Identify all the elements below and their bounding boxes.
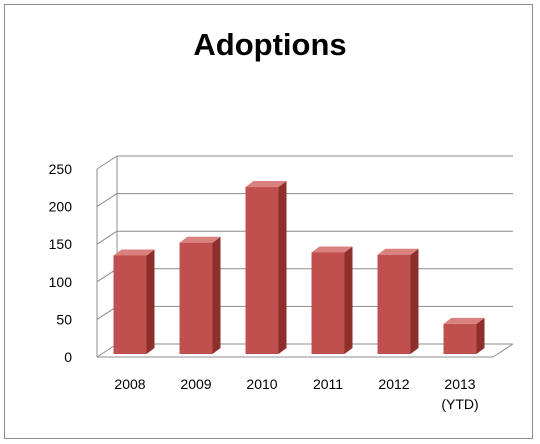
bar-front xyxy=(179,242,213,354)
x-tick-label: (YTD) xyxy=(441,396,478,412)
bar-side xyxy=(410,248,419,354)
x-tick-label: 2009 xyxy=(180,376,211,392)
x-axis-ticks: 2008 2009 2010 2011 2012 2013 (YTD) xyxy=(114,376,478,412)
chart-title: Adoptions xyxy=(193,27,347,62)
y-tick-label: 250 xyxy=(49,161,73,177)
bar-front xyxy=(311,252,345,354)
bar-top xyxy=(245,181,287,188)
bar-side xyxy=(212,236,221,354)
bar-side xyxy=(278,181,287,354)
gridline-wall-4 xyxy=(96,193,118,208)
bar-front xyxy=(443,323,477,354)
y-tick-label: 50 xyxy=(56,311,72,327)
bar-side xyxy=(146,249,155,354)
x-tick-label: 2011 xyxy=(313,376,343,392)
bar-top xyxy=(311,246,353,253)
bar-side xyxy=(476,317,485,354)
bar-1 xyxy=(179,236,221,354)
bar-top xyxy=(179,236,221,243)
y-tick-label: 100 xyxy=(49,274,73,290)
floor-right-edge xyxy=(492,343,514,358)
y-axis-ticks: 0 50 100 150 200 250 xyxy=(49,161,73,365)
gridline-wall-5 xyxy=(96,155,118,170)
bar-front xyxy=(245,187,279,354)
bar-top xyxy=(443,317,485,324)
bar-4 xyxy=(377,248,419,354)
bars xyxy=(113,181,485,354)
bar-top xyxy=(113,249,155,256)
x-tick-label: 2013 xyxy=(444,376,475,392)
bar-top xyxy=(377,248,419,255)
x-tick-label: 2012 xyxy=(378,376,409,392)
y-tick-label: 150 xyxy=(49,236,73,252)
gridline-wall-3 xyxy=(96,230,118,245)
x-tick-label: 2010 xyxy=(246,376,277,392)
bar-front xyxy=(113,255,147,354)
bar-side xyxy=(344,246,353,354)
bar-5 xyxy=(443,317,485,354)
y-tick-label: 0 xyxy=(64,349,72,365)
bar-2 xyxy=(245,181,287,354)
bar-0 xyxy=(113,249,155,354)
bar-3 xyxy=(311,246,353,354)
y-tick-label: 200 xyxy=(49,199,73,215)
bar-front xyxy=(377,254,411,354)
x-tick-label: 2008 xyxy=(114,376,145,392)
